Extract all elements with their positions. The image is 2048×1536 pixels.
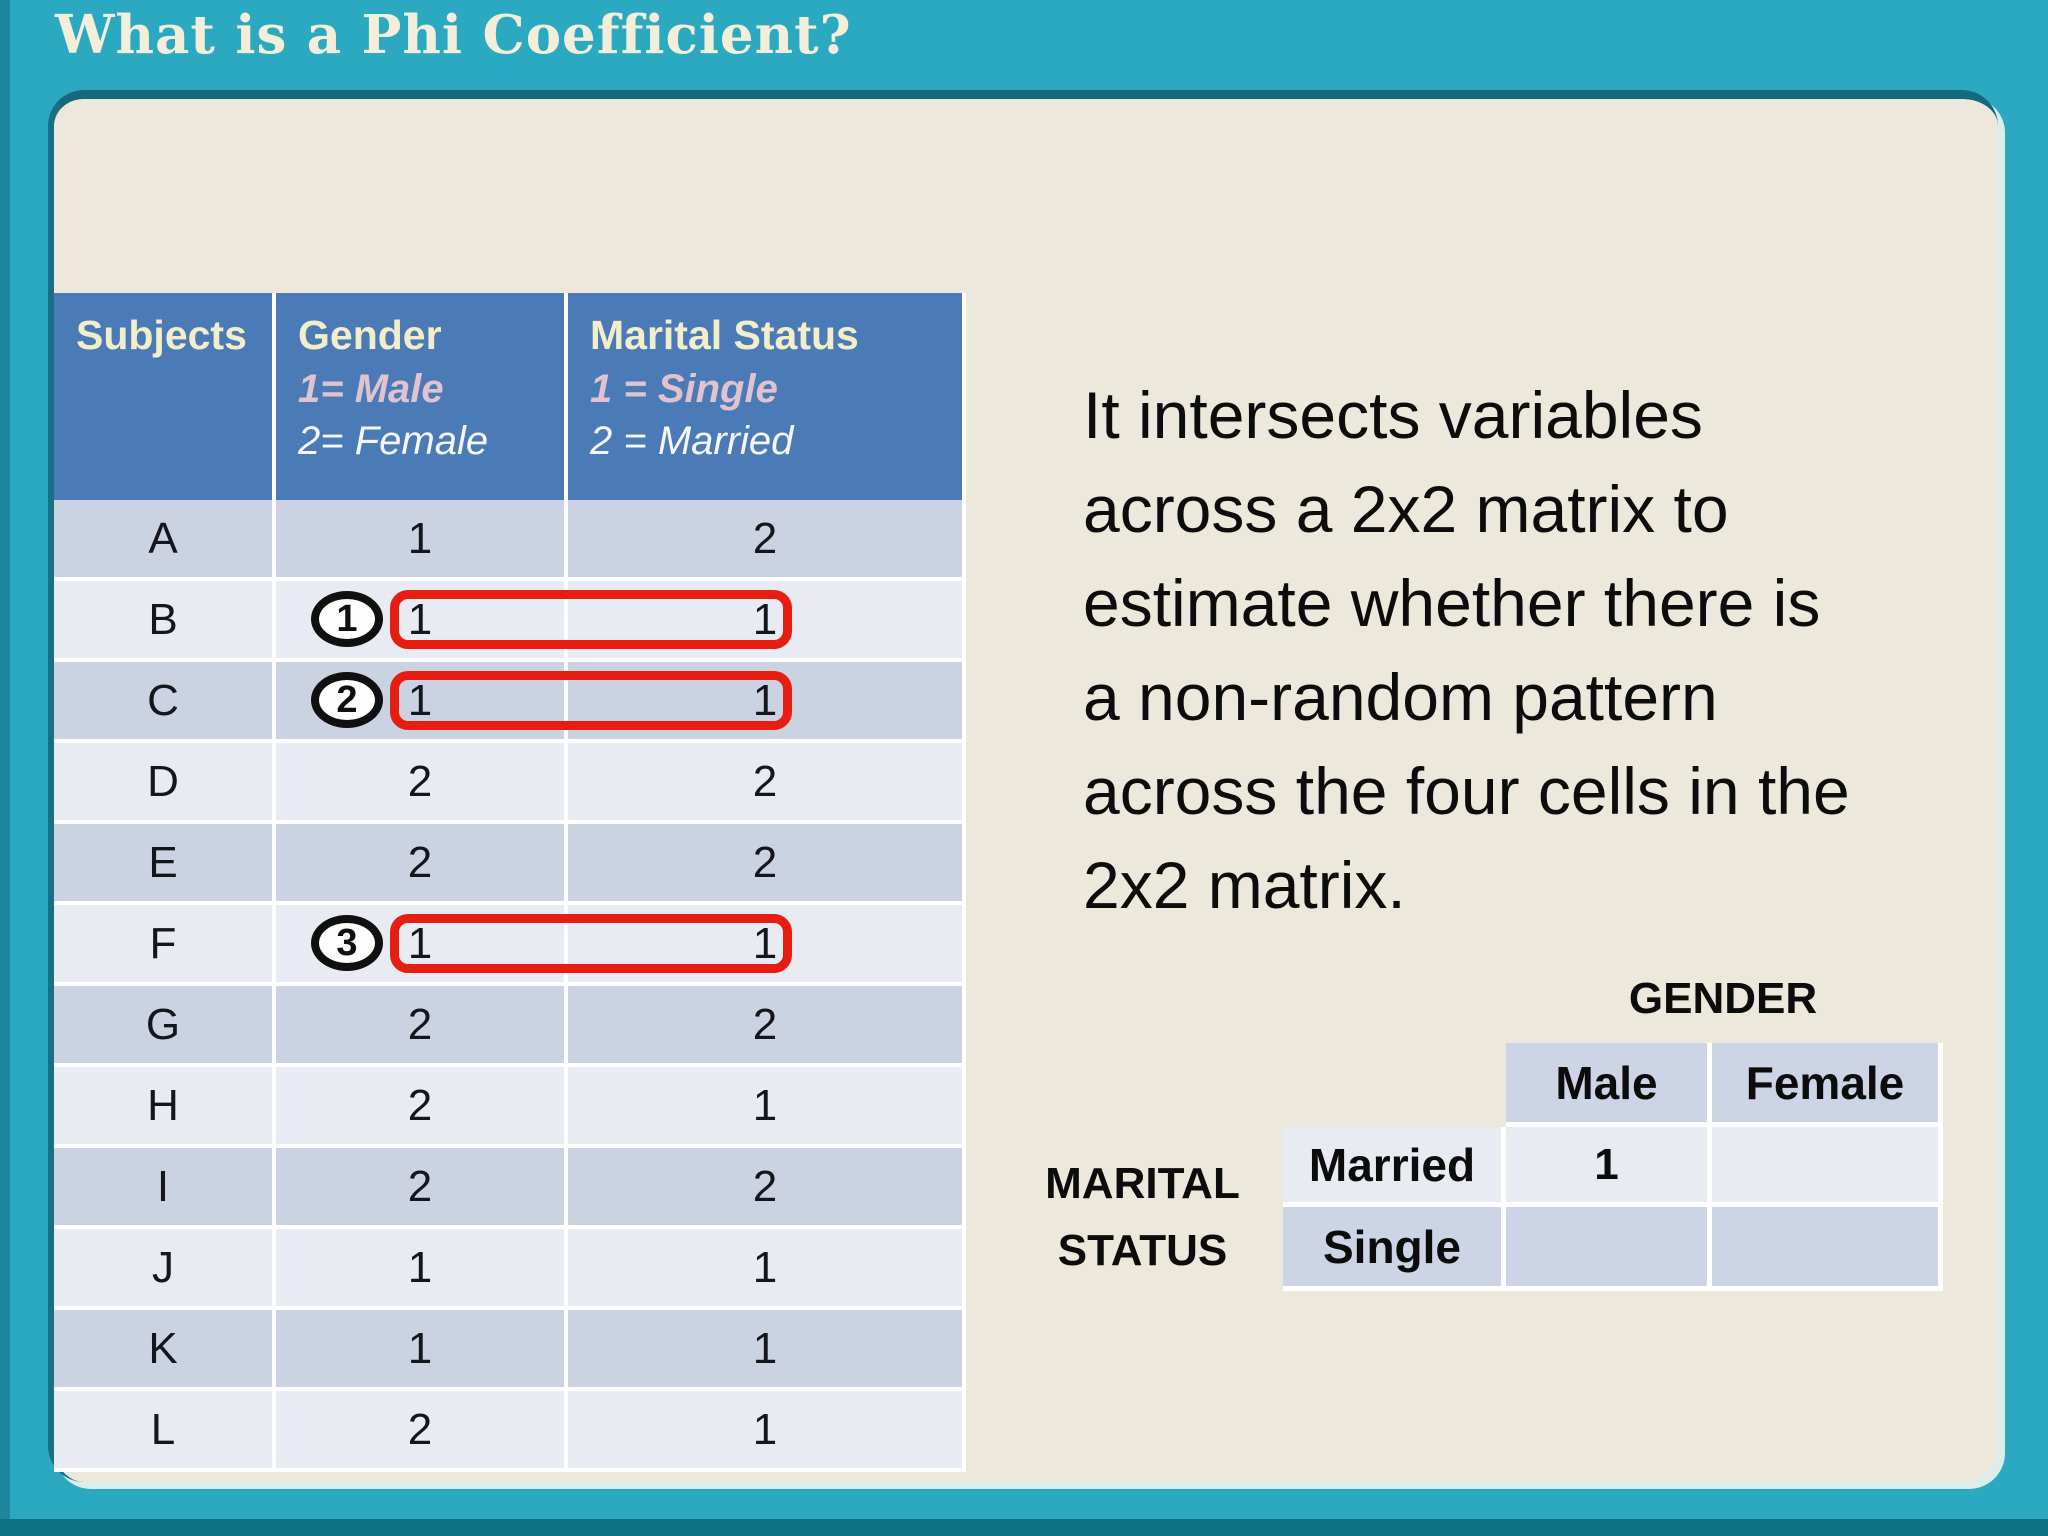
matrix-cell-single-female [1712, 1207, 1943, 1291]
matrix-cell-married-male: 1 [1506, 1127, 1712, 1207]
cell-subject: L [54, 1391, 276, 1468]
cell-marital: 2 [568, 500, 966, 577]
cell-marital: 2 [568, 824, 966, 901]
cell-gender: 2 [276, 986, 568, 1063]
cell-marital: 1 [568, 1310, 966, 1387]
header-legend-2: 2= Female [298, 419, 489, 463]
cell-gender: 1 [276, 500, 568, 577]
header-legend-1: 1= Male [298, 367, 444, 411]
matrix-corner-blank [1283, 1043, 1506, 1127]
cell-gender: 1 [276, 1310, 568, 1387]
matrix-col-header-female: Female [1712, 1043, 1943, 1127]
cell-marital: 2 [568, 986, 966, 1063]
cell-subject: E [54, 824, 276, 901]
cell-subject: J [54, 1229, 276, 1306]
header-cell-marital-status: Marital Status 1 = Single 2 = Married [568, 293, 966, 500]
cell-subject: D [54, 743, 276, 820]
bottom-edge-strip [0, 1519, 2048, 1536]
header-cell-subjects: Subjects [54, 293, 276, 500]
step-number-badge: 1 [311, 591, 383, 647]
description-text: It intersects variables across a 2x2 mat… [1083, 378, 1850, 922]
cell-marital: 1 [568, 1067, 966, 1144]
header-title: Subjects [76, 312, 247, 358]
cell-gender: 1 [276, 1229, 568, 1306]
cell-subject: H [54, 1067, 276, 1144]
header-legend-1: 1 = Single [590, 367, 778, 411]
cell-marital: 2 [568, 743, 966, 820]
matrix-marital-label: MARITAL STATUS [1015, 1150, 1270, 1284]
cell-subject: I [54, 1148, 276, 1225]
header-cell-gender: Gender 1= Male 2= Female [276, 293, 568, 500]
highlight-red-box [390, 914, 792, 973]
header-legend-2: 2 = Married [590, 419, 794, 463]
header-title: Marital Status [590, 312, 859, 358]
cell-subject: G [54, 986, 276, 1063]
left-edge-strip [0, 0, 10, 1536]
cell-gender: 2 [276, 1148, 568, 1225]
matrix-gender-label: GENDER [1628, 974, 1818, 1023]
cell-marital: 1 [568, 1229, 966, 1306]
marital-label-line2: STATUS [1057, 1226, 1228, 1275]
step-number-badge: 3 [311, 915, 383, 971]
marital-label-line1: MARITAL [1045, 1159, 1240, 1208]
cell-subject: A [54, 500, 276, 577]
cell-gender: 2 [276, 824, 568, 901]
cell-subject: F [54, 905, 276, 982]
cell-gender: 2 [276, 743, 568, 820]
step-number-badge: 2 [311, 672, 383, 728]
matrix-cell-single-male [1506, 1207, 1712, 1291]
matrix-col-header-male: Male [1506, 1043, 1712, 1127]
header-title: Gender [298, 312, 442, 358]
cell-subject: C [54, 662, 276, 739]
subjects-table: Subjects Gender 1= Male 2= Female Marita… [54, 293, 966, 1472]
highlight-red-box [390, 671, 792, 730]
cell-marital: 1 [568, 1391, 966, 1468]
matrix-cell-married-female [1712, 1127, 1943, 1207]
contingency-matrix: Male Female Married 1 Single [1283, 1043, 1943, 1291]
cell-gender: 2 [276, 1067, 568, 1144]
subjects-table-header: Subjects Gender 1= Male 2= Female Marita… [54, 293, 966, 500]
highlight-red-box [390, 590, 792, 649]
cell-marital: 2 [568, 1148, 966, 1225]
cell-subject: B [54, 581, 276, 658]
cell-subject: K [54, 1310, 276, 1387]
cell-gender: 2 [276, 1391, 568, 1468]
page-title: What is a Phi Coefficient? [55, 4, 852, 66]
matrix-row-label-married: Married [1283, 1127, 1506, 1207]
matrix-row-label-single: Single [1283, 1207, 1506, 1291]
